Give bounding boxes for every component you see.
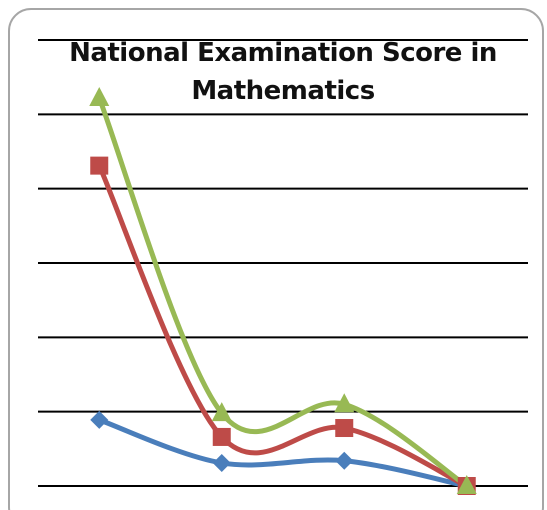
marker <box>335 451 354 470</box>
marker <box>90 156 109 175</box>
marker <box>89 86 110 106</box>
marker <box>212 453 231 472</box>
chart-border <box>8 8 544 510</box>
marker <box>334 393 355 413</box>
series-line <box>96 164 468 489</box>
marker <box>212 427 231 446</box>
series-line <box>96 97 469 489</box>
marker <box>90 410 109 429</box>
series-line <box>98 417 468 489</box>
marker <box>211 402 232 422</box>
marker <box>456 475 477 494</box>
chart-title: National Examination Score in Mathematic… <box>69 38 497 106</box>
marker <box>335 419 354 438</box>
